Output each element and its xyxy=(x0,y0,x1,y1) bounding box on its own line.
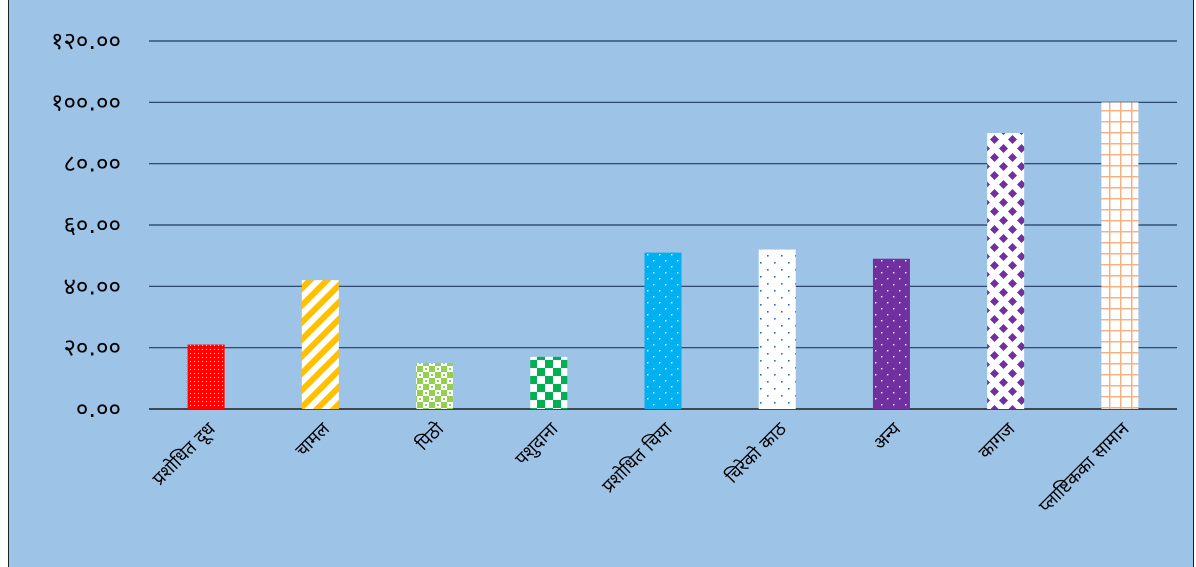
bar-chart: ०.०० २०.०० ४०.०० ६०.०० ८०.०० १००.०० १२०.०० प्र… xyxy=(51,27,1177,517)
x-tick-label: प्लाष्टिकका सामान xyxy=(1034,417,1134,517)
bar xyxy=(187,344,225,409)
y-tick-label: ६०.०० xyxy=(63,211,121,239)
x-tick-label: अन्य xyxy=(869,418,905,454)
bar xyxy=(416,363,454,409)
chart-frame: ०.०० २०.०० ४०.०० ६०.०० ८०.०० १००.०० १२०.०० प्र… xyxy=(8,0,1194,567)
bar xyxy=(530,356,568,409)
y-tick-label: १००.०० xyxy=(51,88,121,116)
x-tick-label: पशुदाना xyxy=(511,418,562,469)
bars xyxy=(187,102,1139,409)
x-tick-label: प्रशोधित दूध xyxy=(148,417,221,490)
y-tick-label: २०.०० xyxy=(63,334,121,362)
bar xyxy=(1101,102,1139,409)
x-axis-labels: प्रशोधित दूध चामल पिठो पशुदाना प्रशोधित चिया… xyxy=(148,417,1134,517)
x-tick-label: प्रशोधित चिया xyxy=(597,418,676,497)
y-tick-label: १२०.०० xyxy=(51,27,121,55)
y-tick-label: ४०.०० xyxy=(63,272,121,300)
bar xyxy=(872,258,910,409)
bar xyxy=(758,249,796,409)
x-tick-label: चामल xyxy=(291,418,334,461)
y-tick-label: ८०.०० xyxy=(63,150,121,178)
bar xyxy=(644,252,682,409)
y-axis-ticks: ०.०० २०.०० ४०.०० ६०.०० ८०.०० १००.०० १२०.०० xyxy=(51,27,121,423)
x-tick-label: चिरेको काठ xyxy=(721,418,791,488)
y-tick-label: ०.०० xyxy=(76,395,121,423)
bar xyxy=(987,133,1025,409)
x-tick-label: पिठो xyxy=(411,418,448,455)
bar xyxy=(301,280,339,409)
x-tick-label: कागज xyxy=(975,418,1020,463)
